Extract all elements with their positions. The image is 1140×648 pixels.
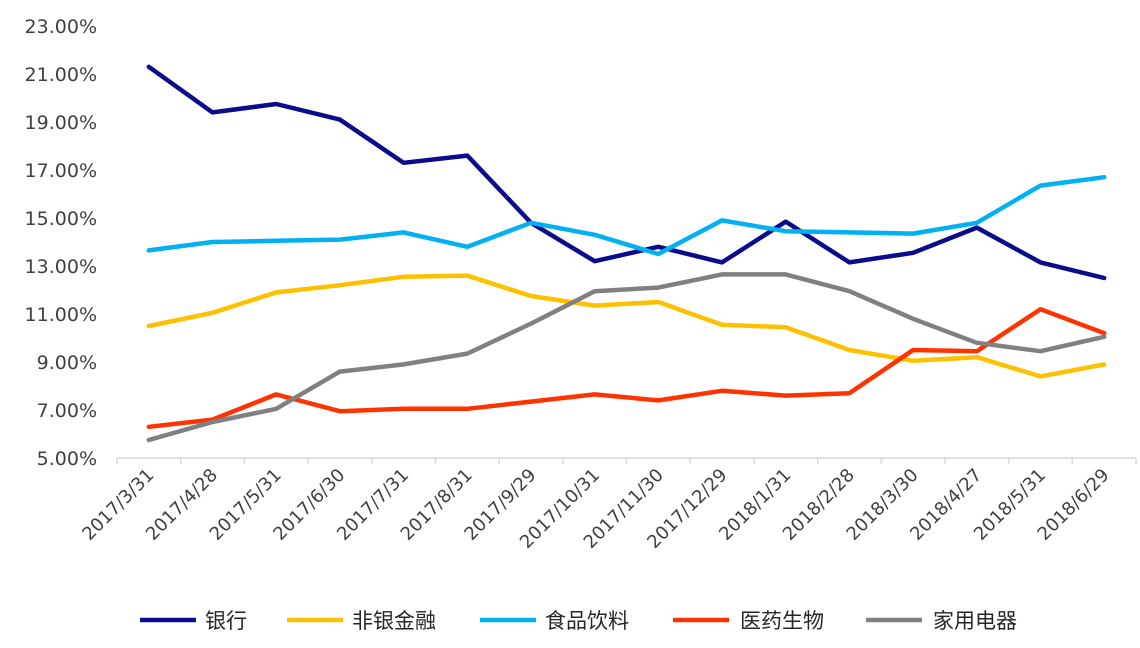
y-tick-label: 17.00% [25,160,97,182]
y-tick-label: 5.00% [37,448,97,470]
y-tick-label: 23.00% [25,16,97,38]
y-tick-label: 15.00% [25,208,97,230]
y-tick-label: 19.00% [25,112,97,134]
legend-label-1: 银行 [205,609,247,633]
legend-label-5: 家用电器 [933,609,1017,633]
legend-label-2: 非银金融 [352,609,436,633]
series-line-3 [146,174,1107,257]
legend: 银行 非银金融 食品饮料 医药生物 家用电器 [140,609,1017,633]
legend-label-4: 医药生物 [740,609,824,633]
series-line-5 [146,272,1107,443]
y-tick-label: 21.00% [25,64,97,86]
legend-label-3: 食品饮料 [545,609,629,633]
series-line-4 [146,306,1107,430]
y-tick-label: 7.00% [37,400,97,422]
series-line-1 [146,64,1107,281]
y-tick-label: 11.00% [25,304,97,326]
y-tick-label: 9.00% [37,352,97,374]
series-line-2 [146,273,1107,379]
y-tick-label: 13.00% [25,256,97,278]
series-layer [146,64,1107,443]
